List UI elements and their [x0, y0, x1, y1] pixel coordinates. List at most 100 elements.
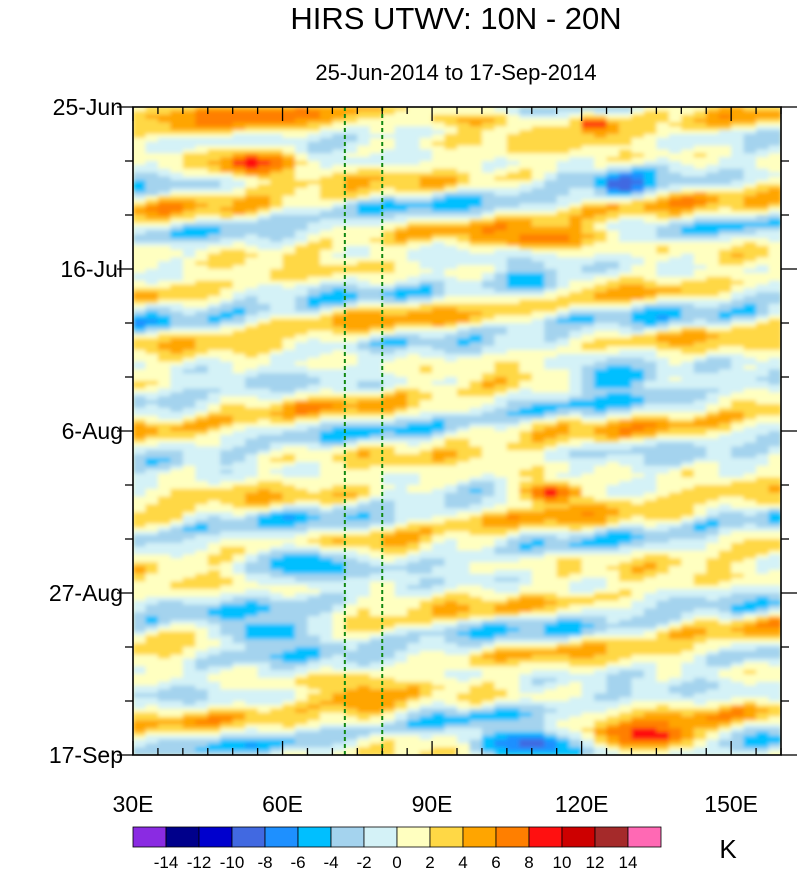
- heatmap-cell: [245, 458, 259, 463]
- heatmap-cell: [643, 188, 657, 193]
- heatmap-cell: [157, 465, 171, 471]
- heatmap-cell: [681, 110, 695, 116]
- heatmap-cell: [768, 149, 781, 154]
- heatmap-cell: [133, 118, 147, 124]
- heatmap-cell: [207, 434, 221, 440]
- heatmap-cell: [232, 407, 246, 413]
- heatmap-cell: [432, 164, 446, 170]
- heatmap-cell: [668, 369, 682, 374]
- heatmap-cell: [756, 257, 770, 262]
- heatmap-cell: [394, 334, 408, 340]
- heatmap-cell: [768, 311, 781, 316]
- heatmap-cell: [606, 188, 620, 193]
- heatmap-cell: [332, 269, 346, 274]
- heatmap-cell: [581, 215, 595, 220]
- heatmap-cell: [432, 350, 446, 355]
- heatmap-cell: [207, 242, 221, 247]
- heatmap-cell: [581, 245, 595, 251]
- heatmap-cell: [157, 249, 171, 255]
- heatmap-cell: [432, 118, 446, 124]
- heatmap-cell: [569, 215, 583, 220]
- heatmap-cell: [295, 458, 309, 463]
- heatmap-cell: [619, 226, 633, 232]
- heatmap-cell: [706, 164, 720, 170]
- heatmap-cell: [668, 161, 682, 166]
- heatmap-cell: [232, 361, 246, 367]
- heatmap-cell: [357, 272, 371, 278]
- heatmap-cell: [556, 145, 570, 151]
- heatmap-cell: [307, 245, 321, 251]
- heatmap-cell: [257, 122, 271, 127]
- heatmap-cell: [531, 280, 545, 286]
- heatmap-cell: [606, 473, 620, 478]
- heatmap-cell: [481, 465, 495, 471]
- heatmap-cell: [282, 438, 296, 444]
- heatmap-cell: [581, 388, 595, 394]
- heatmap-cell: [432, 265, 446, 270]
- heatmap-cell: [170, 195, 184, 201]
- heatmap-cell: [569, 400, 583, 405]
- heatmap-cell: [643, 357, 657, 363]
- heatmap-cell: [270, 338, 284, 343]
- heatmap-cell: [768, 369, 781, 374]
- heatmap-cell: [556, 188, 570, 193]
- heatmap-cell: [444, 149, 458, 154]
- heatmap-cell: [444, 184, 458, 189]
- heatmap-cell: [394, 276, 408, 282]
- heatmap-cell: [643, 346, 657, 351]
- heatmap-cell: [631, 110, 645, 116]
- heatmap-cell: [195, 323, 209, 328]
- heatmap-cell: [295, 438, 309, 444]
- heatmap-cell: [569, 458, 583, 463]
- heatmap-cell: [457, 195, 471, 201]
- heatmap-cell: [295, 319, 309, 324]
- heatmap-cell: [706, 180, 720, 185]
- heatmap-cell: [531, 215, 545, 220]
- heatmap-cell: [756, 203, 770, 208]
- heatmap-cell: [344, 242, 358, 247]
- heatmap-cell: [594, 311, 608, 316]
- heatmap-cell: [619, 330, 633, 336]
- heatmap-cell: [619, 303, 633, 309]
- heatmap-cell: [581, 107, 595, 112]
- heatmap-cell: [457, 265, 471, 270]
- heatmap-cell: [506, 473, 520, 478]
- heatmap-cell: [232, 226, 246, 232]
- heatmap-cell: [419, 164, 433, 170]
- heatmap-cell: [382, 377, 396, 382]
- heatmap-cell: [631, 245, 645, 251]
- heatmap-cell: [756, 276, 770, 282]
- heatmap-cell: [394, 130, 408, 135]
- heatmap-cell: [432, 269, 446, 274]
- heatmap-cell: [481, 164, 495, 170]
- heatmap-cell: [220, 438, 234, 444]
- heatmap-cell: [220, 176, 234, 181]
- heatmap-cell: [643, 461, 657, 467]
- heatmap-cell: [332, 191, 346, 197]
- heatmap-cell: [220, 411, 234, 417]
- heatmap-cell: [419, 377, 433, 382]
- heatmap-cell: [245, 342, 259, 347]
- heatmap-cell: [506, 450, 520, 455]
- heatmap-cell: [718, 238, 732, 243]
- heatmap-cell: [344, 184, 358, 189]
- heatmap-cell: [668, 380, 682, 386]
- heatmap-cell: [544, 234, 558, 239]
- heatmap-cell: [369, 461, 383, 467]
- heatmap-cell: [544, 431, 558, 436]
- heatmap-cell: [531, 461, 545, 467]
- heatmap-cell: [768, 458, 781, 463]
- heatmap-cell: [182, 330, 196, 336]
- heatmap-cell: [419, 191, 433, 197]
- heatmap-cell: [419, 172, 433, 178]
- heatmap-cell: [157, 257, 171, 262]
- heatmap-cell: [556, 407, 570, 413]
- heatmap-cell: [594, 299, 608, 305]
- heatmap-cell: [631, 272, 645, 278]
- heatmap-cell: [369, 203, 383, 208]
- heatmap-cell: [157, 153, 171, 158]
- heatmap-cell: [307, 230, 321, 235]
- heatmap-cell: [407, 242, 421, 247]
- heatmap-cell: [643, 242, 657, 247]
- heatmap-cell: [145, 465, 159, 471]
